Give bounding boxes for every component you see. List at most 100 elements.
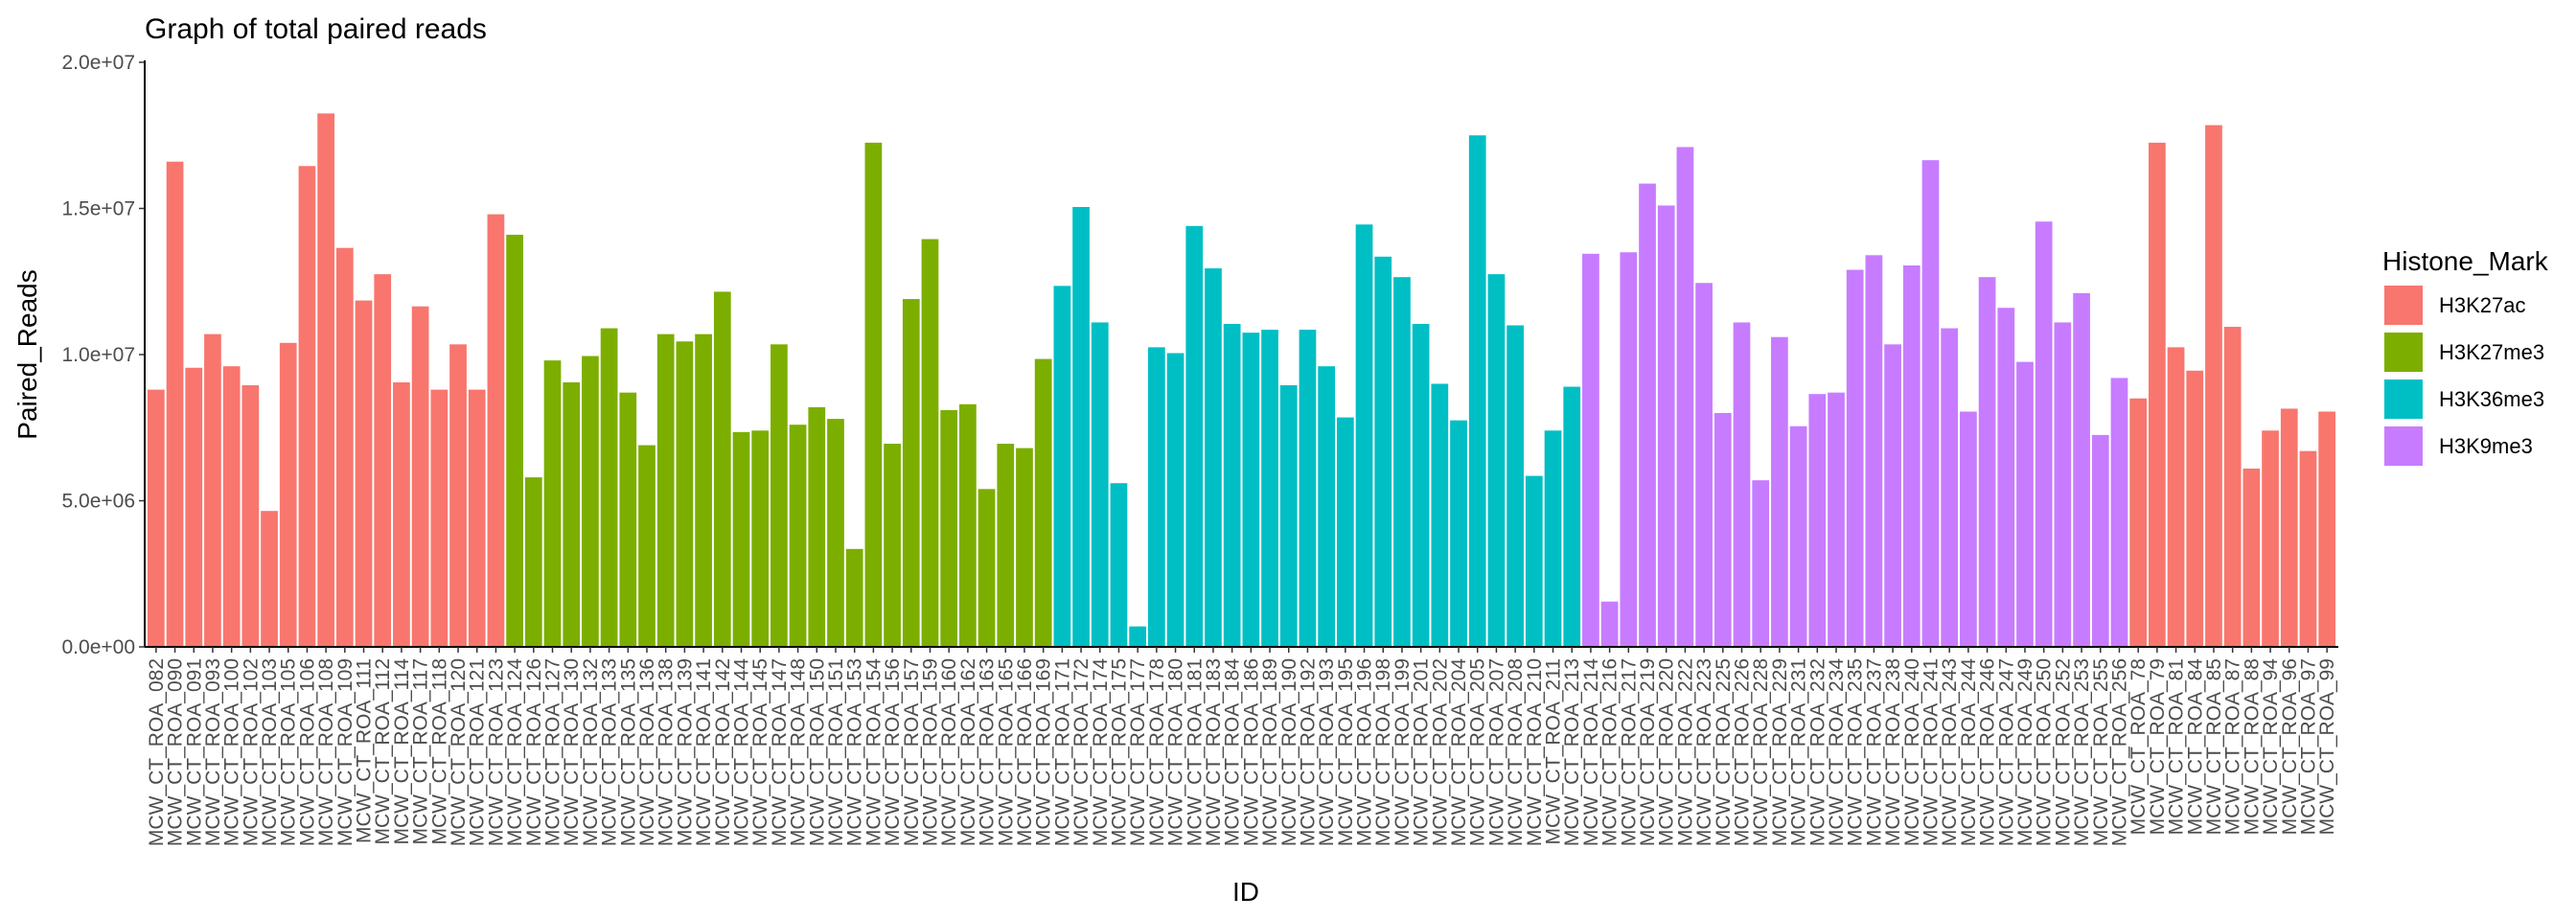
x-tick-label: MCW_CT_ROA_202 — [1429, 658, 1451, 846]
x-tick-label: MCW_CT_ROA_108 — [315, 658, 337, 846]
x-tick-label: MCW_CT_ROA_250 — [2034, 658, 2056, 846]
bar-MCW_CT_ROA_229 — [1771, 336, 1788, 647]
x-tick-label: MCW_CT_ROA_178 — [1146, 658, 1168, 846]
y-tick-label: 1.5e+07 — [62, 198, 136, 220]
bar-MCW_CT_ROA_181 — [1185, 225, 1204, 648]
x-tick-label: MCW_CT_ROA_142 — [712, 658, 734, 846]
x-tick-label: MCW_CT_ROA_132 — [580, 658, 602, 846]
y-tick-label: 0.0e+00 — [62, 636, 136, 658]
x-tick-label: MCW_CT_ROA_204 — [1448, 658, 1470, 846]
bar-MCW_CT_ROA_121 — [468, 389, 486, 647]
x-tick-label: MCW_CT_ROA_100 — [221, 658, 243, 846]
x-tick-label: MCW_CT_ROA_213 — [1561, 658, 1583, 846]
x-tick-label: MCW_CT_ROA_159 — [919, 658, 941, 846]
x-tick-label: MCW_CT_ROA_126 — [523, 658, 545, 846]
x-tick-label: MCW_CT_ROA_97 — [2297, 658, 2319, 835]
x-tick-label: MCW_CT_ROA_123 — [485, 658, 507, 846]
x-tick-label: MCW_CT_ROA_090 — [165, 658, 187, 846]
bar-MCW_CT_ROA_99 — [2318, 411, 2336, 647]
bars-group — [147, 113, 2336, 648]
x-tick-label: MCW_CT_ROA_96 — [2279, 658, 2301, 835]
x-tick-label: MCW_CT_ROA_138 — [656, 658, 678, 846]
x-tick-label: MCW_CT_ROA_237 — [1863, 658, 1885, 846]
x-tick-label: MCW_CT_ROA_177 — [1127, 658, 1149, 846]
legend-label-H3K36me3: H3K36me3 — [2439, 387, 2544, 411]
y-tick-label: 1.0e+07 — [62, 344, 136, 366]
x-tick-label: MCW_CT_ROA_157 — [901, 658, 923, 846]
x-tick-label: MCW_CT_ROA_093 — [202, 658, 224, 846]
bar-MCW_CT_ROA_235 — [1846, 269, 1864, 647]
legend-swatch-H3K27ac — [2384, 286, 2423, 325]
bar-MCW_CT_ROA_082 — [147, 389, 165, 647]
bar-MCW_CT_ROA_151 — [827, 419, 844, 647]
bar-MCW_CT_ROA_136 — [638, 445, 656, 647]
bar-MCW_CT_ROA_79 — [2149, 142, 2166, 648]
x-tick-label: MCW_CT_ROA_117 — [410, 658, 432, 845]
bar-MCW_CT_ROA_246 — [1978, 277, 1996, 647]
x-tick-label: MCW_CT_ROA_225 — [1713, 658, 1735, 846]
bar-MCW_CT_ROA_234 — [1828, 392, 1845, 647]
x-tick-label: MCW_CT_ROA_124 — [504, 658, 526, 846]
x-tick-label: MCW_CT_ROA_255 — [2090, 658, 2112, 846]
bar-MCW_CT_ROA_211 — [1544, 430, 1562, 647]
bar-MCW_CT_ROA_090 — [166, 161, 184, 647]
legend-title: Histone_Mark — [2382, 246, 2549, 276]
bar-MCW_CT_ROA_190 — [1279, 385, 1298, 647]
bar-MCW_CT_ROA_156 — [884, 444, 901, 647]
x-tick-label: MCW_CT_ROA_171 — [1051, 658, 1073, 846]
x-tick-label: MCW_CT_ROA_136 — [636, 658, 658, 846]
bar-MCW_CT_ROA_201 — [1412, 323, 1430, 647]
x-tick-label: MCW_CT_ROA_163 — [977, 658, 999, 846]
x-tick-label: MCW_CT_ROA_241 — [1920, 658, 1942, 846]
bar-MCW_CT_ROA_97 — [2299, 450, 2317, 647]
bar-MCW_CT_ROA_175 — [1110, 483, 1128, 647]
bar-MCW_CT_ROA_142 — [713, 291, 731, 647]
bar-MCW_CT_ROA_132 — [582, 356, 599, 647]
bar-MCW_CT_ROA_108 — [317, 113, 334, 648]
x-tick-label: MCW_CT_ROA_198 — [1372, 658, 1394, 846]
x-tick-label: MCW_CT_ROA_174 — [1090, 658, 1112, 846]
bar-MCW_CT_ROA_174 — [1091, 322, 1109, 647]
x-tick-label: MCW_CT_ROA_78 — [2128, 658, 2150, 835]
bar-MCW_CT_ROA_145 — [751, 430, 770, 647]
bar-MCW_CT_ROA_84 — [2186, 370, 2204, 647]
bar-MCW_CT_ROA_153 — [845, 548, 863, 647]
bar-MCW_CT_ROA_165 — [997, 444, 1015, 647]
bar-MCW_CT_ROA_189 — [1261, 330, 1278, 647]
x-tick-label: MCW_CT_ROA_189 — [1259, 658, 1281, 846]
bar-MCW_CT_ROA_172 — [1072, 206, 1090, 648]
bar-MCW_CT_ROA_135 — [619, 392, 637, 647]
bar-MCW_CT_ROA_093 — [204, 334, 221, 647]
bar-MCW_CT_ROA_118 — [430, 389, 448, 647]
x-tick-label: MCW_CT_ROA_150 — [806, 658, 828, 846]
x-tick-label: MCW_CT_ROA_252 — [2052, 658, 2074, 846]
x-tick-label: MCW_CT_ROA_238 — [1882, 658, 1904, 846]
legend: Histone_Mark H3K27ac H3K27me3 H3K36me3 H3K9… — [2382, 246, 2549, 466]
x-tick-label: MCW_CT_ROA_183 — [1203, 658, 1225, 846]
x-tick-label: MCW_CT_ROA_091 — [183, 658, 205, 846]
x-tick-label: MCW_CT_ROA_84 — [2184, 658, 2206, 836]
bar-MCW_CT_ROA_222 — [1676, 147, 1694, 647]
bar-MCW_CT_ROA_231 — [1789, 426, 1807, 647]
bar-MCW_CT_ROA_223 — [1695, 283, 1713, 647]
x-tick-label: MCW_CT_ROA_111 — [354, 658, 376, 843]
bar-MCW_CT_ROA_237 — [1865, 255, 1883, 647]
bar-MCW_CT_ROA_130 — [563, 381, 581, 647]
bar-MCW_CT_ROA_183 — [1205, 268, 1222, 647]
bar-MCW_CT_ROA_162 — [959, 403, 977, 647]
x-tick-label: MCW_CT_ROA_199 — [1392, 658, 1414, 846]
bar-MCW_CT_ROA_091 — [185, 367, 203, 647]
bar-MCW_CT_ROA_169 — [1034, 358, 1052, 647]
x-tick-label: MCW_CT_ROA_249 — [2014, 658, 2036, 846]
x-tick-label: MCW_CT_ROA_205 — [1467, 658, 1489, 846]
bar-MCW_CT_ROA_147 — [770, 344, 788, 647]
bar-MCW_CT_ROA_111 — [355, 300, 373, 647]
bar-MCW_CT_ROA_144 — [732, 431, 750, 647]
x-tick-label: MCW_CT_ROA_79 — [2147, 658, 2169, 835]
x-tick-label: MCW_CT_ROA_106 — [296, 658, 318, 846]
x-tick-label: MCW_CT_ROA_109 — [334, 658, 356, 846]
x-tick-label: MCW_CT_ROA_082 — [146, 658, 168, 846]
bar-MCW_CT_ROA_127 — [543, 360, 562, 647]
bar-MCW_CT_ROA_163 — [978, 489, 996, 647]
x-tick-label: MCW_CT_ROA_247 — [1995, 658, 2017, 846]
